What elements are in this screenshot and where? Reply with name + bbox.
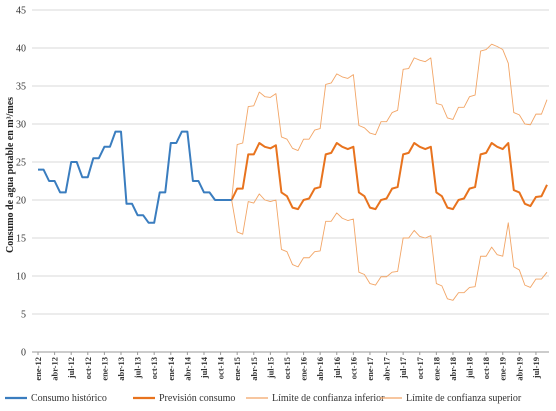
x-tick-label: oct-13 bbox=[149, 357, 159, 379]
y-tick-label: 10 bbox=[16, 272, 26, 283]
y-tick-label: 40 bbox=[16, 44, 26, 55]
y-tick-label: 5 bbox=[21, 310, 26, 321]
x-tick-label: jul-18 bbox=[465, 357, 475, 379]
x-tick-label: abr-13 bbox=[116, 357, 126, 381]
x-tick-label: ene-12 bbox=[33, 357, 43, 381]
series-line-limite-superior bbox=[231, 43, 548, 201]
x-tick-label: abr-16 bbox=[315, 357, 325, 381]
x-tick-label: jul-14 bbox=[199, 356, 209, 379]
series-line-prevision-consumo bbox=[230, 142, 548, 211]
series-lines bbox=[38, 43, 548, 301]
x-axis-ticks: ene-12 abr-12 jul-12 oct-12 ene-13 abr-13 jul-… bbox=[33, 352, 541, 381]
x-tick-label: abr-17 bbox=[382, 356, 392, 381]
x-tick-label: oct-16 bbox=[348, 357, 358, 379]
x-tick-label: ene-13 bbox=[99, 357, 109, 381]
gridlines bbox=[32, 9, 549, 315]
legend-label: Límite de confianza inferior bbox=[272, 393, 385, 404]
y-tick-label: 15 bbox=[16, 234, 26, 245]
x-tick-label: abr-18 bbox=[448, 357, 458, 381]
x-tick-label: jul-17 bbox=[398, 356, 408, 379]
y-tick-label: 45 bbox=[16, 6, 26, 17]
x-tick-label: jul-15 bbox=[265, 357, 275, 379]
legend: Consumo histórico Previsión consumo Límite… bbox=[5, 393, 522, 404]
x-tick-label: ene-18 bbox=[431, 357, 441, 381]
x-tick-label: ene-14 bbox=[166, 356, 176, 380]
x-tick-label: oct-14 bbox=[216, 356, 226, 379]
y-axis-label: Consumo de agua potable en m³/mes bbox=[5, 97, 16, 253]
x-tick-label: abr-15 bbox=[249, 357, 259, 381]
legend-label: Límite de confianza superior bbox=[406, 393, 522, 404]
y-tick-label: 0 bbox=[21, 348, 26, 359]
x-tick-label: ene-16 bbox=[299, 357, 309, 381]
x-tick-label: ene-15 bbox=[232, 357, 242, 381]
x-tick-label: oct-18 bbox=[481, 357, 491, 379]
x-tick-label: jul-13 bbox=[133, 357, 143, 379]
x-tick-label: oct-17 bbox=[415, 356, 425, 379]
y-tick-label: 20 bbox=[16, 196, 26, 207]
x-tick-label: abr-12 bbox=[50, 357, 60, 381]
x-tick-label: oct-15 bbox=[282, 357, 292, 379]
x-tick-label: jul-12 bbox=[66, 357, 76, 379]
x-tick-label: abr-14 bbox=[182, 356, 192, 381]
x-tick-label: abr-19 bbox=[514, 357, 524, 381]
series-line-limite-inferior bbox=[231, 193, 548, 301]
legend-label: Consumo histórico bbox=[31, 393, 107, 404]
x-tick-label: jul-19 bbox=[531, 357, 541, 379]
x-tick-label: jul-16 bbox=[332, 357, 342, 379]
x-tick-label: ene-17 bbox=[365, 356, 375, 380]
y-axis-ticks: 0 5 10 15 20 25 30 35 40 45 bbox=[16, 6, 26, 359]
x-tick-label: oct-12 bbox=[83, 357, 93, 379]
y-tick-label: 25 bbox=[16, 158, 26, 169]
y-tick-label: 30 bbox=[16, 120, 26, 131]
y-tick-label: 35 bbox=[16, 82, 26, 93]
legend-label: Previsión consumo bbox=[159, 393, 235, 404]
x-tick-label: ene-19 bbox=[498, 357, 508, 381]
series-line-consumo-historico bbox=[38, 130, 232, 224]
